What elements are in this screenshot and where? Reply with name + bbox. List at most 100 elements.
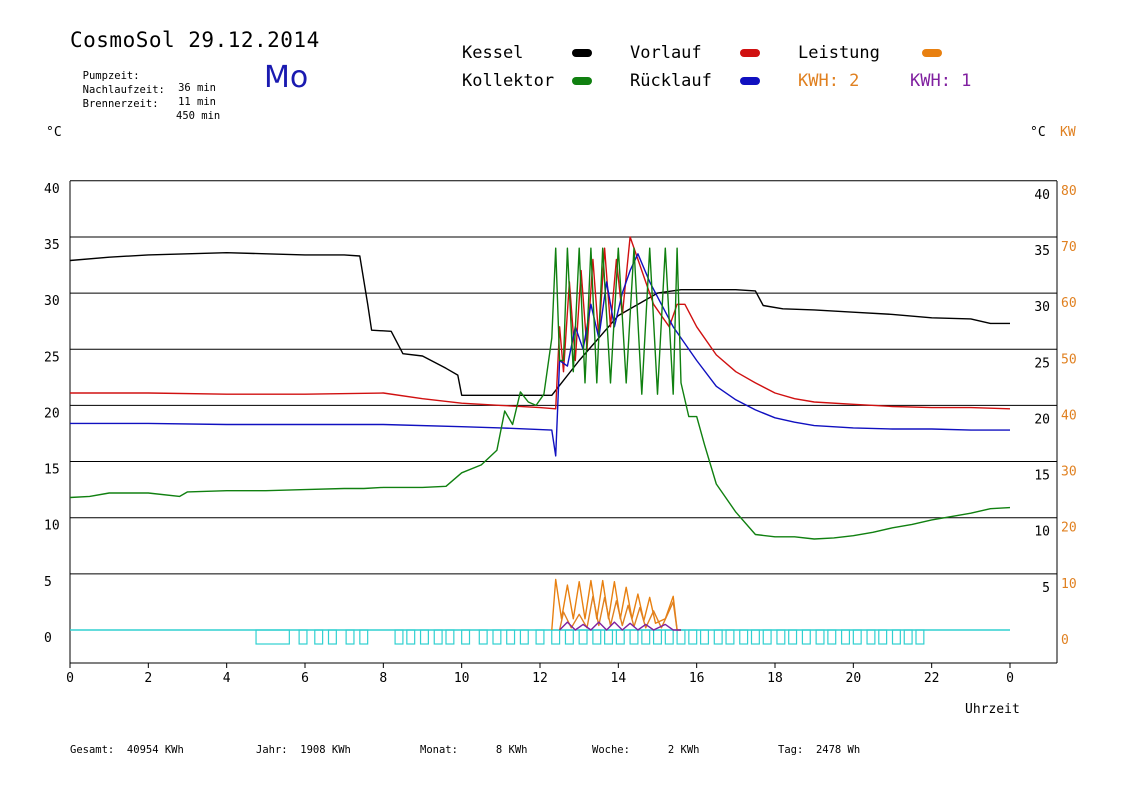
- pump-interval-43: [878, 629, 888, 645]
- y-tick-left-35: 35: [44, 238, 60, 253]
- series-r-cklauf: [70, 253, 1010, 457]
- legend-kessel-swatch: [572, 49, 592, 57]
- legend-kessel-label: Kessel: [462, 43, 524, 63]
- y-tick-left-25: 25: [44, 350, 60, 365]
- pump-interval-0: [255, 629, 290, 645]
- pump-interval-28: [688, 629, 698, 645]
- y-tick-right-c-20: 20: [1034, 412, 1050, 427]
- pump-interval-18: [564, 629, 574, 645]
- pump-interval-41: [852, 629, 862, 645]
- pump-interval-15: [519, 629, 529, 645]
- y-tick-right-c-40: 40: [1034, 188, 1050, 203]
- series-kollektor: [69, 247, 1011, 540]
- after-run-time-row: Nachlaufzeit: 11 min: [70, 72, 216, 108]
- series-kwh-1: [559, 621, 681, 631]
- legend-kollektor-label: Kollektor: [462, 71, 555, 91]
- pump-interval-14: [506, 629, 516, 645]
- footer-tag-label: Tag:: [778, 744, 804, 756]
- burner-time-label: Brennerzeit:: [82, 98, 159, 110]
- x-tick-label-7: 14: [611, 671, 627, 686]
- y-tick-left-15: 15: [44, 463, 60, 478]
- pump-interval-9: [433, 629, 443, 645]
- after-run-time-value: 11 min: [178, 96, 216, 108]
- left-axis-unit: °C: [46, 125, 62, 140]
- pump-interval-20: [592, 629, 602, 645]
- pump-interval-7: [406, 629, 416, 645]
- pump-interval-10: [445, 629, 455, 645]
- pump-interval-27: [676, 629, 686, 645]
- chart-title: CosmoSol 29.12.2014: [70, 28, 320, 52]
- pump-interval-1: [298, 629, 308, 645]
- legend-ruecklauf-swatch: [740, 77, 760, 85]
- x-tick-label-10: 20: [846, 671, 862, 686]
- pump-interval-30: [713, 629, 723, 645]
- pump-interval-36: [788, 629, 798, 645]
- x-tick-label-11: 22: [924, 671, 940, 686]
- pump-time-row: Pumpzeit: 36 min: [70, 58, 216, 94]
- pump-interval-4: [345, 629, 355, 645]
- weekday-label: Mo: [264, 60, 309, 95]
- pump-interval-21: [604, 629, 614, 645]
- x-tick-label-4: 8: [379, 671, 387, 686]
- y-tick-right-c-5: 5: [1042, 581, 1050, 596]
- footer-jahr: Jahr: 1908 KWh: [256, 744, 351, 756]
- y-tick-left-5: 5: [44, 575, 52, 590]
- y-tick-right-kw-40: 40: [1061, 408, 1077, 423]
- footer-tag-value: 2478 Wh: [815, 744, 861, 756]
- burner-time-row: Brennerzeit: 450 min: [70, 86, 221, 122]
- x-tick-label-1: 2: [144, 671, 152, 686]
- footer-woche-label: Woche:: [592, 744, 630, 756]
- footer-monat: Monat: 8 KWh: [420, 744, 527, 756]
- y-tick-right-kw-80: 80: [1061, 184, 1077, 199]
- pump-interval-32: [739, 629, 749, 645]
- footer-monat-value: 8 KWh: [495, 744, 528, 756]
- right-axis-unit-kw: KW: [1060, 125, 1076, 140]
- pump-interval-40: [840, 629, 851, 645]
- legend-leistung-swatch: [922, 49, 942, 57]
- y-tick-left-20: 20: [44, 406, 60, 421]
- pump-interval-17: [551, 629, 561, 645]
- pump-interval-23: [629, 629, 639, 645]
- footer-gesamt-value: 40954 KWh: [126, 744, 184, 756]
- pump-interval-37: [801, 629, 811, 645]
- legend-kwh1-label: KWH: 1: [910, 71, 972, 91]
- pump-interval-19: [578, 629, 588, 645]
- legend-ruecklauf-label: Rücklauf: [630, 71, 712, 91]
- y-tick-right-c-35: 35: [1034, 244, 1050, 259]
- y-tick-right-c-30: 30: [1034, 300, 1050, 315]
- pump-interval-8: [419, 629, 429, 645]
- footer-jahr-label: Jahr:: [256, 744, 288, 756]
- x-tick-label-9: 18: [767, 671, 783, 686]
- footer-tag: Tag: 2478 Wh: [778, 744, 860, 756]
- footer-jahr-value: 1908 KWh: [300, 744, 351, 756]
- pump-interval-11: [461, 629, 471, 645]
- pump-interval-33: [750, 629, 760, 645]
- pump-interval-24: [641, 629, 651, 645]
- x-tick-label-5: 10: [454, 671, 470, 686]
- series-vorlauf: [70, 236, 1011, 410]
- legend-kwh2-label: KWH: 2: [798, 71, 860, 91]
- series-kessel: [69, 252, 1010, 396]
- x-tick-label-12: 0: [1006, 671, 1014, 686]
- y-tick-left-30: 30: [44, 294, 60, 309]
- pump-interval-34: [762, 629, 772, 645]
- series-leistung: [551, 578, 681, 631]
- pump-interval-2: [314, 629, 324, 645]
- pump-interval-6: [394, 629, 404, 645]
- pump-interval-42: [866, 629, 876, 645]
- pump-interval-35: [776, 629, 786, 645]
- pump-interval-5: [359, 629, 369, 645]
- legend-vorlauf-swatch: [740, 49, 760, 57]
- pump-interval-46: [915, 629, 925, 645]
- y-tick-right-kw-70: 70: [1061, 240, 1077, 255]
- pump-interval-3: [327, 629, 337, 645]
- pump-interval-16: [535, 629, 545, 645]
- pump-interval-26: [664, 629, 674, 645]
- pump-interval-13: [492, 629, 502, 645]
- y-tick-left-10: 10: [44, 519, 60, 534]
- after-run-time-label: Nachlaufzeit:: [82, 84, 165, 96]
- series-kwh-2: [558, 595, 678, 631]
- y-tick-right-kw-10: 10: [1061, 577, 1077, 592]
- y-tick-right-kw-20: 20: [1061, 521, 1077, 536]
